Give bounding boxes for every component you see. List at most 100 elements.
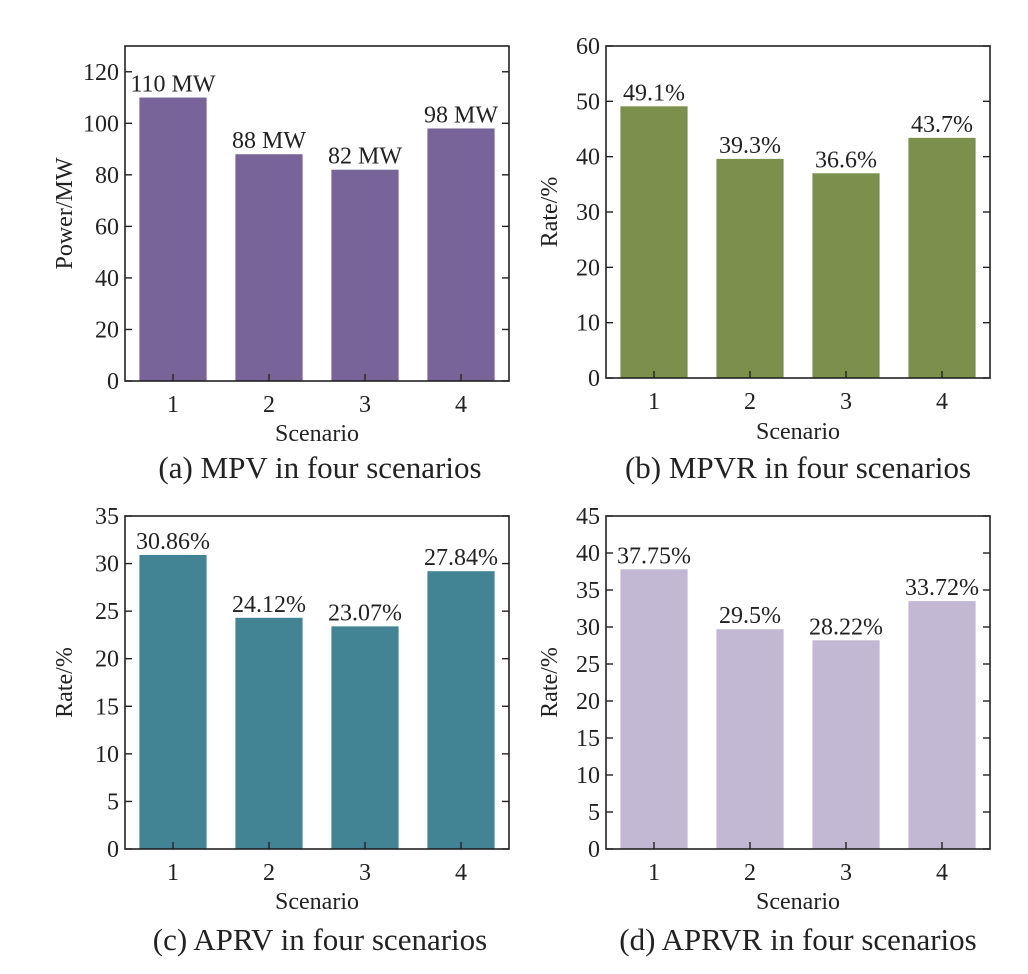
bar-scenario-1 <box>620 569 688 849</box>
panel-caption: (d) APRVR in four scenarios <box>619 922 976 957</box>
y-tick-label: 35 <box>576 578 600 604</box>
data-label: 30.86% <box>136 529 210 555</box>
y-tick-label: 50 <box>576 89 600 115</box>
x-tick-label: 4 <box>936 860 948 886</box>
data-label: 37.75% <box>617 543 691 569</box>
y-tick-label: 25 <box>576 652 600 678</box>
x-tick-label: 3 <box>840 389 852 415</box>
x-tick-label: 2 <box>744 389 756 415</box>
y-tick-label: 10 <box>95 742 119 768</box>
x-tick-label: 4 <box>936 389 948 415</box>
bar-scenario-1 <box>620 106 688 379</box>
x-tick-label: 2 <box>263 392 275 418</box>
data-label: 98 MW <box>424 102 498 128</box>
y-axis-title: Rate/% <box>52 647 78 718</box>
x-tick-label: 3 <box>359 392 371 418</box>
data-label: 39.3% <box>719 133 781 159</box>
bar-scenario-3 <box>331 169 399 381</box>
y-tick-label: 0 <box>107 369 119 395</box>
y-axis-title: Rate/% <box>537 647 563 718</box>
y-tick-label: 40 <box>576 145 600 171</box>
y-tick-label: 30 <box>95 552 119 578</box>
axes-frame <box>605 515 991 850</box>
x-tick-label: 4 <box>455 860 467 886</box>
y-tick-label: 0 <box>107 837 119 863</box>
x-tick-label: 1 <box>648 389 660 415</box>
y-tick-label: 15 <box>576 726 600 752</box>
y-tick-label: 10 <box>576 311 600 337</box>
y-axis-title: Power/MW <box>52 157 78 269</box>
x-tick-label: 4 <box>455 392 467 418</box>
y-tick-label: 20 <box>576 689 600 715</box>
bar-scenario-4 <box>427 128 495 381</box>
data-label: 49.1% <box>623 80 685 106</box>
x-tick-label: 1 <box>648 860 660 886</box>
bar-scenario-2 <box>716 629 784 849</box>
data-label: 23.07% <box>328 600 402 626</box>
bar-scenario-1 <box>139 97 207 382</box>
x-axis-title: Scenario <box>275 421 359 447</box>
data-label: 82 MW <box>328 144 402 170</box>
data-label: 28.22% <box>809 614 883 640</box>
y-tick-label: 0 <box>588 837 600 863</box>
x-axis-title: Scenario <box>756 889 840 915</box>
y-tick-label: 5 <box>107 789 119 815</box>
y-tick-label: 20 <box>576 255 600 281</box>
data-label: 36.6% <box>815 147 877 173</box>
x-axis-title: Scenario <box>756 419 840 445</box>
bar-scenario-2 <box>235 154 303 381</box>
x-tick-label: 3 <box>359 860 371 886</box>
axes-frame <box>124 45 510 382</box>
data-label: 88 MW <box>232 128 306 154</box>
panel-b-mpvr: 49.1% 39.3% 36.6% 43.7% 0 10 20 30 40 50 60 1 2 3 4 Sce… <box>537 34 991 485</box>
y-tick-label: 5 <box>588 800 600 826</box>
data-label: 33.72% <box>905 575 979 601</box>
panel-caption: (c) APRV in four scenarios <box>153 922 487 957</box>
y-axis-title: Rate/% <box>537 177 563 248</box>
bar-scenario-2 <box>235 617 303 849</box>
y-tick-label: 25 <box>95 599 119 625</box>
data-label: 24.12% <box>232 592 306 618</box>
y-tick-label: 20 <box>95 647 119 673</box>
y-tick-label: 20 <box>95 317 119 343</box>
x-axis-title: Scenario <box>275 889 359 915</box>
y-tick-label: 40 <box>576 541 600 567</box>
bar-scenario-2 <box>716 158 784 378</box>
y-tick-label: 10 <box>576 763 600 789</box>
y-tick-label: 60 <box>576 34 600 60</box>
y-tick-label: 100 <box>83 111 119 137</box>
x-tick-label: 2 <box>744 860 756 886</box>
panel-a-mpv: 110 MW 88 MW 82 MW 98 MW 0 20 40 60 80 100 120 1 2 3 4… <box>52 45 510 485</box>
bar-scenario-4 <box>427 571 495 849</box>
bar-scenario-4 <box>908 601 976 849</box>
x-tick-label: 3 <box>840 860 852 886</box>
y-tick-label: 30 <box>576 200 600 226</box>
y-tick-label: 45 <box>576 504 600 530</box>
bar-scenario-1 <box>139 555 207 849</box>
y-tick-label: 80 <box>95 163 119 189</box>
panel-caption: (a) MPV in four scenarios <box>158 450 481 485</box>
y-tick-label: 35 <box>95 504 119 530</box>
bar-scenario-3 <box>331 626 399 849</box>
x-tick-label: 1 <box>167 392 179 418</box>
y-tick-label: 120 <box>83 60 119 86</box>
axes-frame <box>124 515 510 850</box>
data-label: 43.7% <box>911 112 973 138</box>
bar-scenario-4 <box>908 137 976 378</box>
bar-scenario-3 <box>812 173 880 378</box>
panel-c-aprv: 30.86% 24.12% 23.07% 27.84% 0 5 10 15 20 25 30 35 1 2… <box>52 504 510 957</box>
y-tick-label: 0 <box>588 366 600 392</box>
y-tick-label: 40 <box>95 266 119 292</box>
panel-caption: (b) MPVR in four scenarios <box>625 450 971 485</box>
y-tick-label: 30 <box>576 615 600 641</box>
x-tick-label: 1 <box>167 860 179 886</box>
x-tick-label: 2 <box>263 860 275 886</box>
y-tick-label: 60 <box>95 214 119 240</box>
y-tick-label: 15 <box>95 694 119 720</box>
data-label: 27.84% <box>424 545 498 571</box>
data-label: 29.5% <box>719 603 781 629</box>
data-label: 110 MW <box>130 72 215 98</box>
bar-scenario-3 <box>812 640 880 849</box>
panel-d-aprvr: 37.75% 29.5% 28.22% 33.72% 0 5 10 15 20 25 30 35 40 4… <box>537 504 991 957</box>
